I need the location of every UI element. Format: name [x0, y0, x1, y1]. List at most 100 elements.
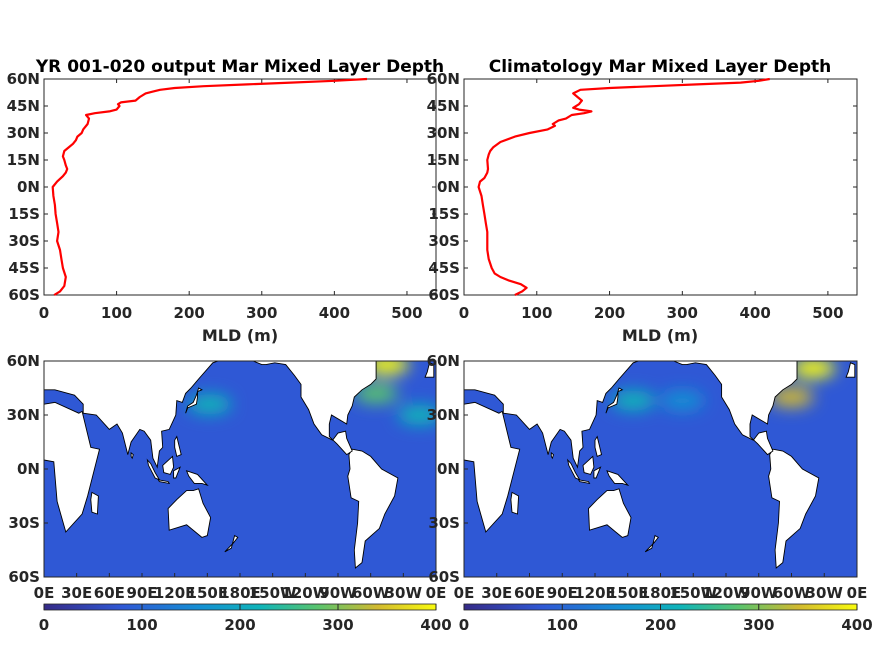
y-tick-label: 30N — [427, 124, 460, 142]
lat-tick-label: 30N — [7, 406, 40, 424]
profile-axes-model — [43, 78, 437, 296]
landmass — [185, 387, 203, 414]
y-tick-label: 30S — [428, 232, 460, 250]
landmass — [606, 470, 630, 487]
x-tick-label: 500 — [391, 304, 422, 322]
mld-hotspot — [354, 383, 399, 404]
lon-tick-label: 30E — [61, 584, 92, 602]
x-tick-label: 200 — [174, 304, 205, 322]
lat-tick-label: 30N — [427, 406, 460, 424]
lat-tick-label: 60S — [8, 568, 40, 586]
profile-xticks-climatology: 0 100 200 300 400 500 — [459, 79, 844, 322]
colorbar-tick-label: 200 — [224, 616, 255, 634]
lon-tick-label: 0E — [454, 584, 475, 602]
y-tick-label: 0N — [437, 178, 460, 196]
colorbar-tick-label: 300 — [322, 616, 353, 634]
y-tick-label: 15S — [8, 205, 40, 223]
mld-hotspot — [611, 390, 656, 411]
landmass — [252, 361, 377, 456]
landmass — [644, 534, 659, 553]
y-tick-label: 60N — [427, 70, 460, 88]
colorbar-ticks-model: 0 100 200 300 400 — [39, 604, 452, 634]
lon-tick-label: 60E — [94, 584, 125, 602]
landmass — [464, 401, 521, 533]
x-tick-label: 300 — [246, 304, 277, 322]
colorbar-tick-label: 100 — [547, 616, 578, 634]
lon-tick-label: 0E — [847, 584, 868, 602]
y-tick-label: 0N — [17, 178, 40, 196]
profile-yticks-climatology: 60S 45S 30S 15S 0N 15N 30N 45N 60N — [427, 70, 857, 304]
landmass — [594, 435, 603, 458]
landmass — [347, 448, 399, 569]
y-tick-label: 60S — [8, 286, 40, 304]
profile-title-model: YR 001-020 output Mar Mixed Layer Depth — [35, 57, 444, 77]
lon-tick-label: 150W — [249, 584, 297, 602]
y-tick-label: 60N — [7, 70, 40, 88]
y-tick-label: 30N — [7, 124, 40, 142]
x-tick-label: 400 — [739, 304, 770, 322]
colorbar-tick-label: 400 — [420, 616, 451, 634]
profile-panel-climatology: Climatology Mar Mixed Layer Depth 0 100 20… — [427, 57, 858, 345]
lon-tick-label: 180E — [219, 584, 261, 602]
lat-tick-label: 60N — [427, 352, 460, 370]
landmass — [373, 361, 396, 362]
lat-tick-label: 30S — [428, 514, 460, 532]
landmass — [845, 362, 856, 378]
x-tick-label: 0 — [459, 304, 469, 322]
landmass — [224, 534, 239, 553]
lat-tick-label: 30S — [8, 514, 40, 532]
profile-xlabel-climatology: MLD (m) — [622, 326, 698, 345]
map-panel-climatology: 0E 30E 60E 90E120E150E180E150W120W90W60W30W… — [427, 352, 873, 634]
colorbar-tick-label: 0 — [459, 616, 469, 634]
lon-tick-label: 120E — [154, 584, 196, 602]
landmass — [90, 491, 99, 515]
landmass — [464, 361, 639, 469]
landmass — [794, 361, 816, 362]
lon-tick-label: 150E — [187, 584, 229, 602]
x-tick-label: 500 — [812, 304, 843, 322]
x-tick-label: 100 — [521, 304, 552, 322]
lat-tick-label: 0N — [17, 460, 40, 478]
colorbar-tick-label: 200 — [645, 616, 676, 634]
profile-xticks-model: 0 100 200 300 400 500 — [39, 79, 423, 322]
lat-tick-label: 60S — [428, 568, 460, 586]
landmass — [550, 451, 555, 460]
map-panel-model: 0E 30E 60E 90E120E150E180E150W120W90W60W30W… — [7, 352, 452, 634]
colorbar-tick-label: 100 — [126, 616, 157, 634]
lon-tick-label: 150W — [669, 584, 717, 602]
profile-title-climatology: Climatology Mar Mixed Layer Depth — [489, 57, 832, 77]
map-xticks-model: 0E 30E 60E 90E120E150E180E150W120W90W60W30W… — [34, 573, 446, 602]
map-xticks-climatology: 0E 30E 60E 90E120E150E180E150W120W90W60W30W… — [454, 573, 868, 602]
landmass — [185, 470, 209, 487]
lon-tick-label: 90E — [126, 584, 157, 602]
x-tick-label: 400 — [319, 304, 350, 322]
lon-tick-label: 60W — [773, 584, 811, 602]
landmass — [174, 435, 182, 458]
landmass — [167, 488, 212, 538]
profile-line-climatology — [477, 77, 770, 296]
lon-tick-label: 60W — [352, 584, 390, 602]
lon-tick-label: 120W — [281, 584, 329, 602]
landmass — [768, 448, 820, 569]
lon-tick-label: 90W — [740, 584, 778, 602]
landmass — [673, 361, 798, 456]
map-hotspots-climatology — [611, 361, 836, 411]
lon-tick-label: 90W — [319, 584, 357, 602]
lon-tick-label: 90E — [547, 584, 578, 602]
x-tick-label: 300 — [667, 304, 698, 322]
profile-yticks-model: 60S 45S 30S 15S 0N 15N 30N 45N 60N — [7, 70, 436, 304]
profile-xlabel-model: MLD (m) — [202, 326, 278, 345]
y-tick-label: 60S — [428, 286, 460, 304]
mld-hotspot — [791, 361, 836, 379]
x-tick-label: 0 — [39, 304, 49, 322]
lon-tick-label: 30W — [806, 584, 844, 602]
x-tick-label: 100 — [101, 304, 132, 322]
landmass — [588, 488, 632, 538]
colorbar-tick-label: 400 — [841, 616, 872, 634]
landmass — [593, 466, 602, 479]
lon-tick-label: 180E — [640, 584, 682, 602]
y-tick-label: 45S — [8, 259, 40, 277]
lon-tick-label: 30W — [385, 584, 423, 602]
profile-panel-model: YR 001-020 output Mar Mixed Layer Depth … — [7, 57, 445, 345]
y-tick-label: 15S — [428, 205, 460, 223]
